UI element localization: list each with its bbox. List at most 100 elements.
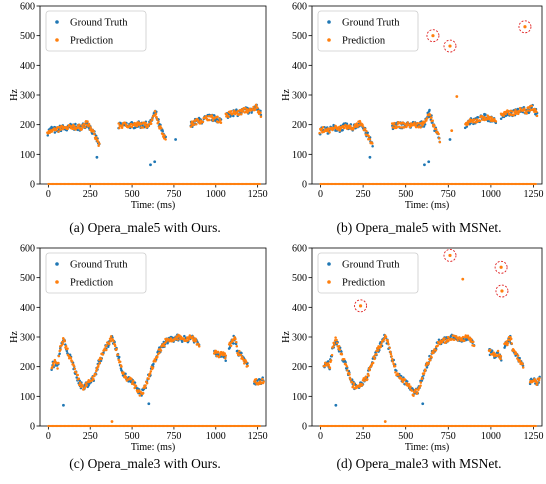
prediction-point — [335, 341, 339, 345]
prediction-point — [394, 371, 397, 374]
prediction-point — [235, 340, 238, 344]
prediction-point — [521, 366, 525, 369]
prediction-point — [61, 342, 64, 346]
prediction-point — [224, 357, 227, 360]
legend-box — [45, 252, 147, 294]
prediction-point — [83, 123, 86, 126]
prediction-point — [413, 390, 416, 394]
prediction-point — [515, 352, 518, 355]
x-tick-label: 750 — [166, 189, 181, 200]
prediction-point — [523, 25, 527, 29]
prediction-point — [234, 337, 237, 341]
prediction-point — [425, 117, 429, 120]
prediction-point — [419, 381, 423, 384]
ground-truth-point — [340, 350, 343, 353]
prediction-point — [409, 385, 412, 388]
prediction-point — [125, 123, 128, 127]
x-tick-label: 250 — [83, 431, 98, 442]
prediction-point — [259, 115, 263, 119]
prediction-point — [422, 372, 426, 375]
ground-truth-point — [499, 117, 503, 121]
prediction-point — [413, 121, 416, 124]
ground-truth-point — [153, 160, 157, 164]
prediction-point — [496, 349, 500, 353]
prediction-point — [373, 357, 376, 361]
prediction-point — [342, 358, 346, 361]
prediction-point — [333, 342, 336, 346]
chart-panel-4: 0 250 500 750 1000 1250 0 100 200 300 400 500 600 Tim… — [281, 244, 543, 472]
prediction-point — [502, 114, 505, 117]
prediction-point — [164, 138, 167, 141]
prediction-point — [174, 337, 177, 340]
prediction-point — [352, 382, 356, 385]
ground-truth-point — [62, 403, 65, 407]
prediction-point — [509, 337, 513, 341]
prediction-point — [148, 372, 152, 375]
prediction-point — [432, 351, 435, 355]
prediction-point — [105, 344, 108, 347]
prediction-point — [338, 129, 342, 132]
error-highlight-circle — [443, 39, 457, 53]
prediction-point — [141, 391, 145, 395]
prediction-point — [182, 337, 186, 340]
zero-line-points — [47, 182, 262, 186]
y-tick-label: 600 — [292, 2, 307, 13]
prediction-point — [122, 371, 125, 374]
prediction-point — [161, 133, 165, 136]
prediction-point — [434, 127, 438, 131]
prediction-point — [471, 340, 475, 344]
prediction-point — [117, 358, 120, 362]
prediction-point — [462, 339, 466, 342]
prediction-point — [257, 109, 260, 113]
ground-truth-point — [76, 128, 79, 132]
prediction-point — [458, 336, 461, 339]
prediction-point — [414, 388, 418, 391]
prediction-series — [50, 333, 265, 423]
prediction-point — [78, 123, 81, 127]
prediction-point — [466, 334, 470, 337]
prediction-point — [433, 124, 436, 127]
prediction-point — [227, 115, 230, 119]
ground-truth-point — [427, 160, 431, 164]
legend-box — [45, 10, 147, 52]
prediction-point — [318, 131, 321, 135]
prediction-point — [530, 104, 533, 108]
prediction-point — [149, 370, 153, 373]
prediction-point — [518, 110, 521, 114]
prediction-point — [81, 126, 85, 129]
y-tick-label: 300 — [292, 333, 307, 344]
prediction-point — [238, 349, 241, 353]
prediction-point — [113, 344, 117, 348]
prediction-point — [536, 381, 539, 384]
prediction-point — [110, 420, 114, 423]
prediction-point — [416, 391, 419, 394]
prediction-point — [361, 383, 364, 386]
ground-truth-point — [232, 342, 235, 345]
prediction-point — [144, 384, 147, 387]
ground-truth-point — [65, 349, 69, 353]
prediction-point — [499, 265, 503, 269]
prediction-point — [448, 253, 452, 258]
prediction-point — [141, 126, 145, 129]
prediction-point — [101, 353, 105, 356]
y-tick-label: 200 — [292, 362, 307, 373]
prediction-point — [386, 340, 390, 344]
prediction-point — [414, 125, 418, 129]
x-tick-label: 500 — [125, 431, 140, 442]
prediction-point — [81, 384, 84, 387]
y-tick-label: 100 — [20, 150, 35, 161]
x-tick-label: 1000 — [481, 431, 501, 442]
prediction-point — [158, 351, 161, 355]
prediction-point — [338, 348, 342, 352]
x-axis-label: Time: (ms) — [405, 442, 449, 453]
prediction-point — [521, 362, 524, 366]
ground-truth-point — [74, 122, 77, 126]
prediction-point — [194, 337, 197, 340]
prediction-point — [83, 386, 87, 390]
prediction-point — [107, 342, 111, 346]
ground-truth-point — [516, 107, 520, 111]
prediction-point — [192, 123, 196, 126]
prediction-point — [211, 119, 215, 122]
prediction-point — [497, 353, 501, 356]
prediction-point — [434, 349, 438, 352]
